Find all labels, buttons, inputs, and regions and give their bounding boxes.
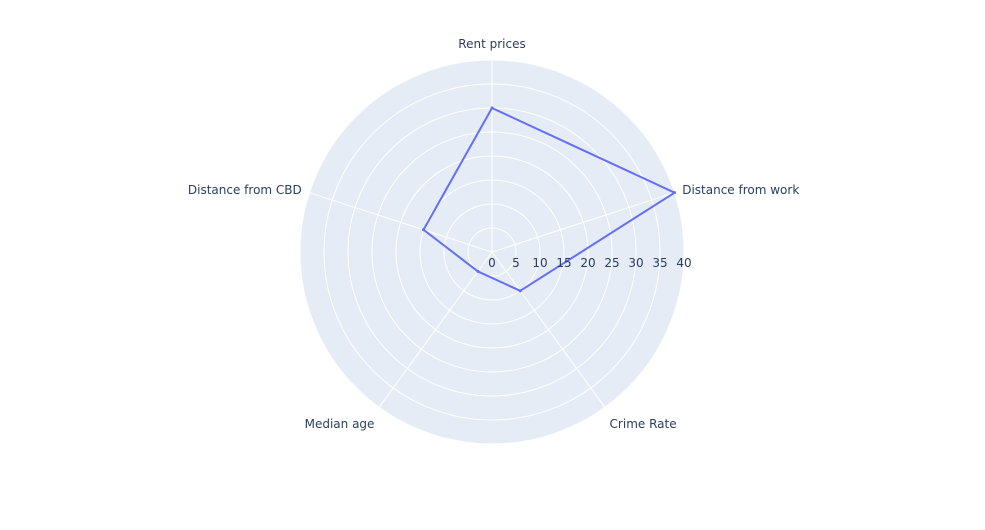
category-label: Distance from CBD bbox=[188, 183, 302, 197]
data-point bbox=[490, 106, 494, 110]
radial-tick-label: 25 bbox=[604, 256, 619, 270]
category-label: Rent prices bbox=[458, 37, 525, 51]
radial-tick-label: 10 bbox=[532, 256, 547, 270]
category-label: Distance from work bbox=[682, 183, 799, 197]
data-point bbox=[476, 269, 480, 273]
angular-gridline bbox=[309, 192, 493, 253]
radial-tick-labels: 0 5 10 15 20 25 30 35 40 bbox=[488, 256, 691, 270]
series-line bbox=[422, 107, 676, 292]
category-label: Crime Rate bbox=[610, 417, 677, 431]
angular-gridline bbox=[491, 251, 606, 408]
radial-tick-label: 15 bbox=[556, 256, 571, 270]
data-point bbox=[422, 228, 426, 232]
radial-tick-label: 0 bbox=[488, 256, 496, 270]
data-point bbox=[518, 289, 522, 293]
radial-tick-label: 5 bbox=[512, 256, 520, 270]
radial-tick-label: 30 bbox=[628, 256, 643, 270]
angular-gridline bbox=[378, 251, 493, 408]
polar-grid bbox=[299, 59, 685, 445]
series-layer bbox=[422, 106, 677, 293]
angular-gridline bbox=[491, 192, 675, 253]
radial-tick-label: 35 bbox=[652, 256, 667, 270]
category-label: Median age bbox=[305, 417, 375, 431]
radial-tick-label: 20 bbox=[580, 256, 595, 270]
category-labels: Rent prices Distance from work Crime Rate M… bbox=[188, 37, 799, 431]
radial-tick-label: 40 bbox=[676, 256, 691, 270]
data-point bbox=[673, 191, 677, 195]
